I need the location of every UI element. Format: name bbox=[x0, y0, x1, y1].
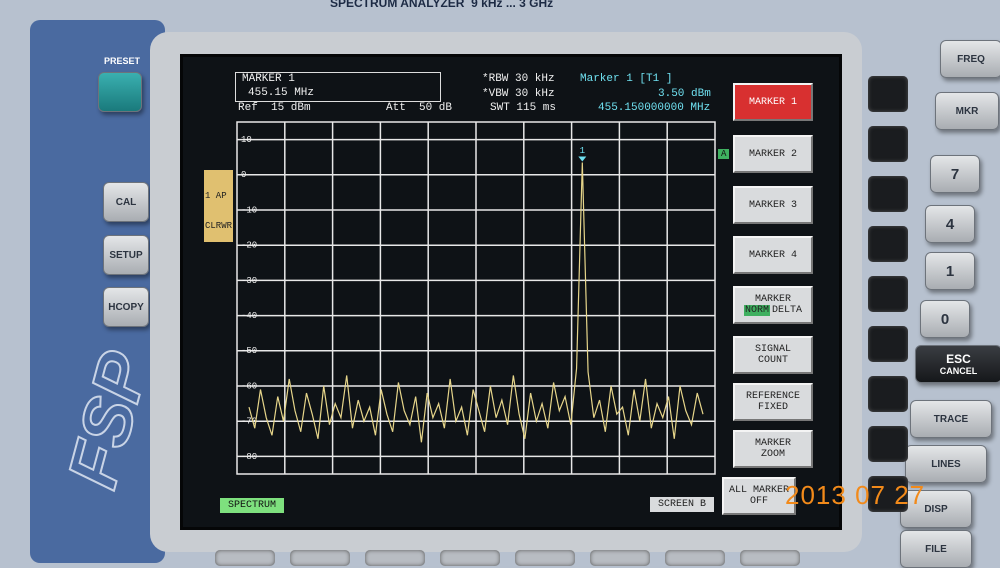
model: SPECTRUM ANALYZER bbox=[330, 0, 465, 10]
key[interactable]: 0 bbox=[920, 300, 970, 338]
softkey[interactable]: MARKER 2 bbox=[733, 135, 813, 173]
hard-key[interactable] bbox=[868, 226, 908, 262]
softkey-option: DELTA bbox=[772, 305, 803, 316]
esc-key[interactable]: ESC CANCEL bbox=[915, 345, 1000, 383]
softkey-line: MARKER 1 bbox=[748, 96, 797, 108]
softkey[interactable]: MARKER 3 bbox=[733, 186, 813, 224]
softkey-line: FIXED bbox=[757, 402, 788, 413]
bottom-key[interactable] bbox=[365, 550, 425, 566]
trace-mode: 1 AP bbox=[205, 191, 227, 201]
bottom-key[interactable] bbox=[590, 550, 650, 566]
hard-key[interactable] bbox=[868, 476, 908, 512]
key[interactable]: CAL bbox=[103, 182, 149, 222]
timestamp: 2013 07 27 bbox=[785, 480, 926, 510]
hard-key[interactable] bbox=[868, 276, 908, 312]
hard-key[interactable] bbox=[868, 176, 908, 212]
attenuation: Att 50 dB bbox=[386, 102, 453, 114]
softkey-line: ZOOM bbox=[760, 449, 785, 460]
bottom-key[interactable] bbox=[290, 550, 350, 566]
bottom-key[interactable] bbox=[440, 550, 500, 566]
mode-label[interactable]: SPECTRUM bbox=[220, 498, 285, 513]
key-label: ESC bbox=[946, 352, 971, 366]
softkey-row: NORM DELTA bbox=[743, 305, 803, 316]
softkey-line: MARKER 2 bbox=[748, 148, 797, 160]
bottom-key[interactable] bbox=[740, 550, 800, 566]
softkey-line: SIGNAL bbox=[754, 344, 791, 355]
key[interactable]: FREQ bbox=[940, 40, 1000, 78]
key[interactable]: 1 bbox=[925, 252, 975, 290]
hard-key[interactable] bbox=[868, 126, 908, 162]
softkey[interactable]: MARKER 4 bbox=[733, 236, 813, 274]
softkey[interactable]: MARKER 1 bbox=[733, 83, 813, 121]
swt: SWT 115 ms bbox=[490, 102, 557, 114]
preset-key[interactable] bbox=[98, 72, 142, 112]
softkey[interactable]: ALL MARKER OFF bbox=[722, 477, 796, 515]
softkey[interactable]: REFERENCE FIXED bbox=[733, 383, 813, 421]
hard-key[interactable] bbox=[868, 76, 908, 112]
key[interactable]: DISP bbox=[900, 490, 972, 528]
range: 9 kHz ... 3 GHz bbox=[471, 0, 554, 10]
softkey-option: NORM bbox=[743, 305, 770, 316]
softkey-line: MARKER 4 bbox=[748, 249, 797, 261]
trace-flag: A bbox=[718, 149, 730, 159]
trace-info: 1 AP CLRWR bbox=[204, 170, 234, 242]
marker-box-value: 455.15 MHz bbox=[248, 87, 315, 99]
softkey[interactable]: MARKER NORM DELTA bbox=[733, 286, 813, 324]
softkey-line: ALL MARKER bbox=[728, 485, 789, 496]
marker-box bbox=[235, 72, 441, 102]
softkey[interactable]: SIGNAL COUNT bbox=[733, 336, 813, 374]
softkey-line: MARKER bbox=[754, 438, 791, 449]
bottom-key[interactable] bbox=[215, 550, 275, 566]
marker-frequency: 455.150000000 MHz bbox=[598, 102, 711, 114]
ref-level: Ref 15 dBm bbox=[238, 102, 311, 114]
marker-box-title: MARKER 1 bbox=[242, 73, 295, 85]
bottom-key[interactable] bbox=[515, 550, 575, 566]
key[interactable]: HCOPY bbox=[103, 287, 149, 327]
key-label: PRESET bbox=[104, 56, 141, 66]
header: SPECTRUM ANALYZER 9 kHz ... 3 GHz bbox=[330, 0, 553, 10]
softkey-line: REFERENCE bbox=[745, 391, 800, 402]
hard-key[interactable] bbox=[868, 376, 908, 412]
softkey[interactable]: MARKER ZOOM bbox=[733, 430, 813, 468]
key[interactable]: MKR bbox=[935, 92, 999, 130]
hard-key[interactable] bbox=[868, 326, 908, 362]
key[interactable]: LINES bbox=[905, 445, 987, 483]
key[interactable]: 4 bbox=[925, 205, 975, 243]
key[interactable]: 7 bbox=[930, 155, 980, 193]
softkey-line: MARKER 3 bbox=[748, 199, 797, 211]
softkey-line: COUNT bbox=[757, 355, 788, 366]
screen-label[interactable]: SCREEN B bbox=[650, 497, 715, 512]
softkey-line: MARKER bbox=[754, 294, 791, 305]
key[interactable]: TRACE bbox=[910, 400, 992, 438]
marker-info-title: Marker 1 [T1 ] bbox=[580, 73, 673, 85]
marker-level: 3.50 dBm bbox=[658, 88, 711, 100]
trace-clear: CLRWR bbox=[205, 221, 233, 231]
bottom-key[interactable] bbox=[665, 550, 725, 566]
softkey-line: OFF bbox=[749, 496, 768, 507]
hard-key[interactable] bbox=[868, 426, 908, 462]
rbw: *RBW 30 kHz bbox=[482, 73, 555, 85]
key-label: CANCEL bbox=[939, 366, 978, 376]
key[interactable]: SETUP bbox=[103, 235, 149, 275]
key[interactable]: FILE bbox=[900, 530, 972, 568]
vbw: *VBW 30 kHz bbox=[482, 88, 555, 100]
